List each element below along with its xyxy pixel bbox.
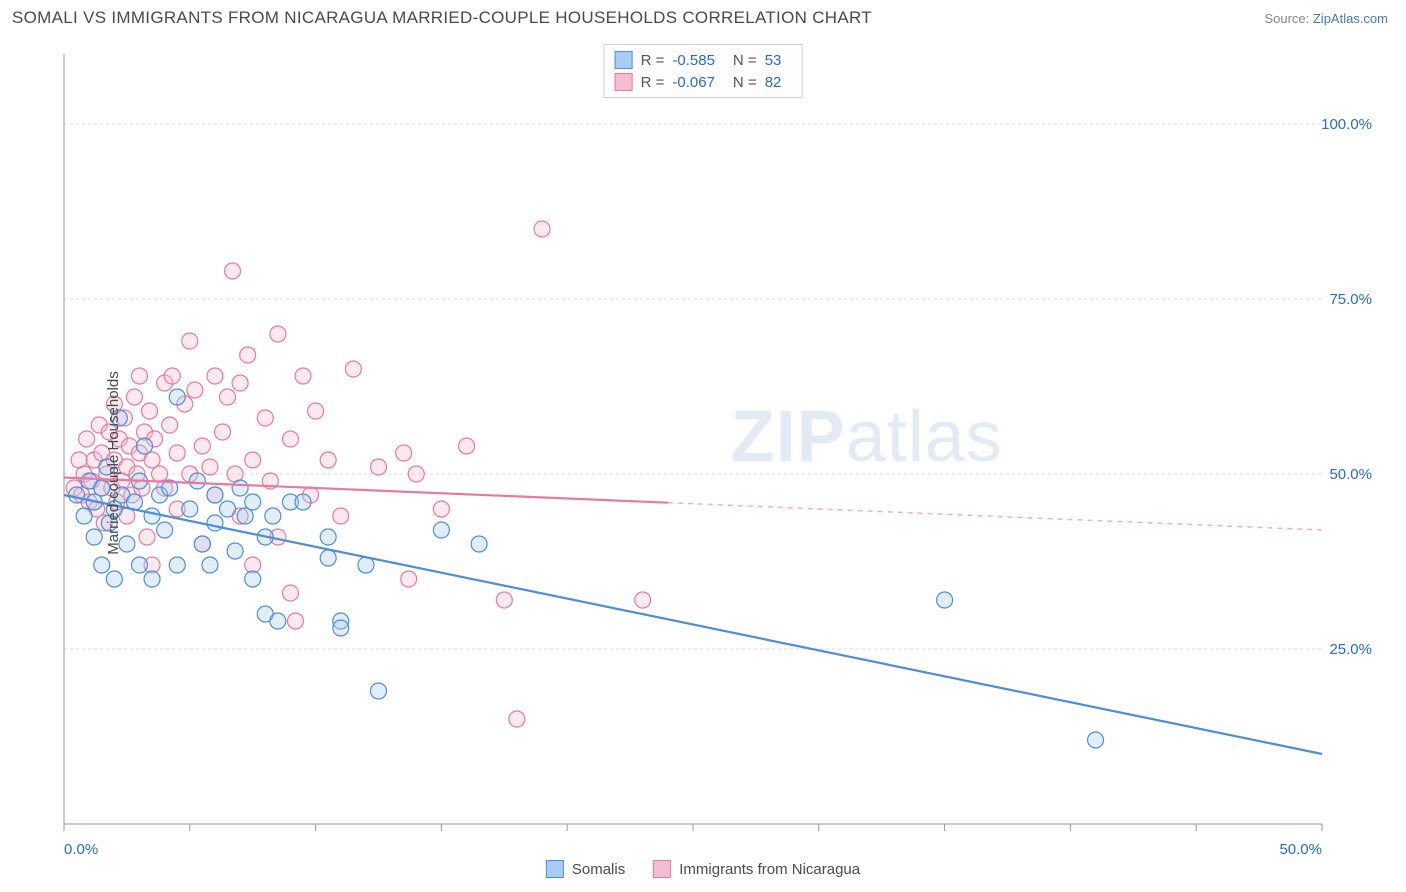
legend-item-somalis: Somalis [546,860,625,878]
svg-text:100.0%: 100.0% [1321,116,1372,133]
n-label: N = [733,52,757,69]
chart-header: SOMALI VS IMMIGRANTS FROM NICARAGUA MARR… [0,0,1406,36]
source-prefix: Source: [1264,11,1312,26]
source-attribution: Source: ZipAtlas.com [1264,11,1388,26]
stats-row-somalis: R = -0.585 N = 53 [615,49,792,71]
svg-text:0.0%: 0.0% [64,841,98,858]
stats-legend-box: R = -0.585 N = 53 R = -0.067 N = 82 [604,44,803,98]
chart-container: Married-couple Households ZIPatlas R = -… [12,44,1394,882]
r-label: R = [641,74,665,91]
chart-title: SOMALI VS IMMIGRANTS FROM NICARAGUA MARR… [12,8,872,28]
legend-swatch-nicaragua [653,860,671,878]
legend-item-nicaragua: Immigrants from Nicaragua [653,860,860,878]
legend-swatch-somalis [546,860,564,878]
swatch-nicaragua [615,73,633,91]
r-value-nicaragua: -0.067 [672,74,715,91]
swatch-somalis [615,51,633,69]
svg-text:25.0%: 25.0% [1329,641,1372,658]
n-value-nicaragua: 82 [765,74,782,91]
n-label: N = [733,74,757,91]
legend-label-somalis: Somalis [572,861,625,878]
r-value-somalis: -0.585 [672,52,715,69]
y-axis-label: Married-couple Households [105,371,122,554]
svg-text:50.0%: 50.0% [1329,466,1372,483]
r-label: R = [641,52,665,69]
svg-text:75.0%: 75.0% [1329,291,1372,308]
source-link[interactable]: ZipAtlas.com [1313,11,1388,26]
n-value-somalis: 53 [765,52,782,69]
legend-label-nicaragua: Immigrants from Nicaragua [679,861,860,878]
scatter-chart: 25.0% 50.0% 75.0% 100.0% 0.0% 50.0% [12,44,1394,882]
svg-text:50.0%: 50.0% [1279,841,1322,858]
stats-row-nicaragua: R = -0.067 N = 82 [615,71,792,93]
bottom-legend: Somalis Immigrants from Nicaragua [546,860,860,878]
